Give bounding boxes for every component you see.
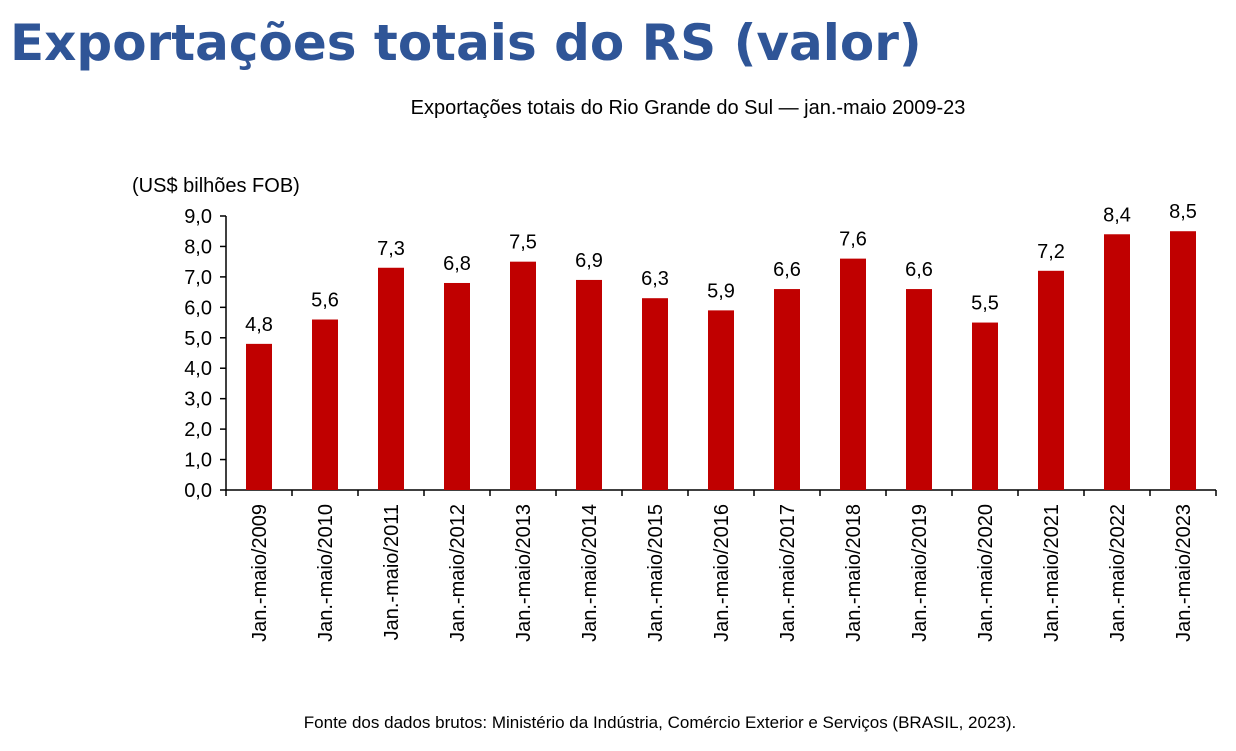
- x-category-label: Jan.-maio/2012: [447, 504, 469, 642]
- page-title: Exportações totais do RS (valor): [10, 14, 922, 72]
- data-label: 7,2: [1037, 241, 1065, 263]
- bar-2011: [378, 267, 404, 490]
- bar-2020: [972, 322, 998, 490]
- x-category-label: Jan.-maio/2010: [315, 504, 337, 642]
- bar-2016: [708, 310, 734, 490]
- y-tick-label: 5,0: [184, 328, 212, 350]
- data-label: 6,6: [905, 259, 933, 281]
- y-axis-unit-label: (US$ bilhões FOB): [132, 175, 300, 197]
- bar-2021: [1038, 270, 1064, 490]
- data-label: 5,9: [707, 280, 735, 302]
- source-note: Fonte dos dados brutos: Ministério da In…: [303, 713, 1017, 732]
- bar-2010: [312, 319, 338, 490]
- data-label: 6,6: [773, 259, 801, 281]
- y-tick-label: 2,0: [184, 419, 212, 441]
- y-tick-label: 7,0: [184, 267, 212, 289]
- x-category-label: Jan.-maio/2011: [381, 504, 403, 640]
- y-tick-label: 9,0: [184, 206, 212, 228]
- bar-2013: [510, 261, 536, 490]
- y-tick-label: 1,0: [184, 450, 212, 472]
- data-label: 5,5: [971, 293, 999, 315]
- x-category-label: Jan.-maio/2015: [645, 504, 667, 642]
- y-tick-label: 6,0: [184, 297, 212, 319]
- x-category-label: Jan.-maio/2018: [843, 504, 865, 642]
- y-tick-label: 8,0: [184, 236, 212, 258]
- data-label: 4,8: [245, 314, 273, 336]
- y-tick-label: 3,0: [184, 389, 212, 411]
- x-category-label: Jan.-maio/2017: [777, 504, 799, 642]
- bar-2014: [576, 279, 602, 490]
- y-tick-label: 4,0: [184, 358, 212, 380]
- bar-2009: [246, 343, 272, 490]
- bar-2019: [906, 289, 932, 490]
- x-category-label: Jan.-maio/2023: [1173, 504, 1195, 642]
- x-category-label: Jan.-maio/2013: [513, 504, 535, 642]
- data-label: 7,5: [509, 232, 537, 254]
- x-category-label: Jan.-maio/2014: [579, 504, 601, 642]
- bar-2023: [1170, 231, 1196, 490]
- data-label: 8,4: [1103, 204, 1131, 226]
- data-label: 7,3: [377, 238, 405, 260]
- x-category-label: Jan.-maio/2020: [975, 504, 997, 642]
- bar-2017: [774, 289, 800, 490]
- data-label: 8,5: [1169, 201, 1197, 223]
- data-label: 5,6: [311, 290, 339, 312]
- bar-2015: [642, 298, 668, 490]
- x-category-label: Jan.-maio/2019: [909, 504, 931, 642]
- x-category-label: Jan.-maio/2009: [249, 504, 271, 642]
- chart-title: Exportações totais do Rio Grande do Sul …: [410, 97, 966, 119]
- y-tick-label: 0,0: [184, 480, 212, 502]
- data-label: 6,9: [575, 250, 603, 272]
- x-category-label: Jan.-maio/2022: [1107, 504, 1129, 642]
- bar-2012: [444, 282, 470, 490]
- data-label: 6,3: [641, 268, 669, 290]
- x-category-label: Jan.-maio/2021: [1041, 504, 1063, 642]
- data-label: 7,6: [839, 229, 867, 251]
- bar-2018: [840, 258, 866, 490]
- data-label: 6,8: [443, 253, 471, 275]
- x-category-label: Jan.-maio/2016: [711, 504, 733, 642]
- bar-2022: [1104, 234, 1130, 490]
